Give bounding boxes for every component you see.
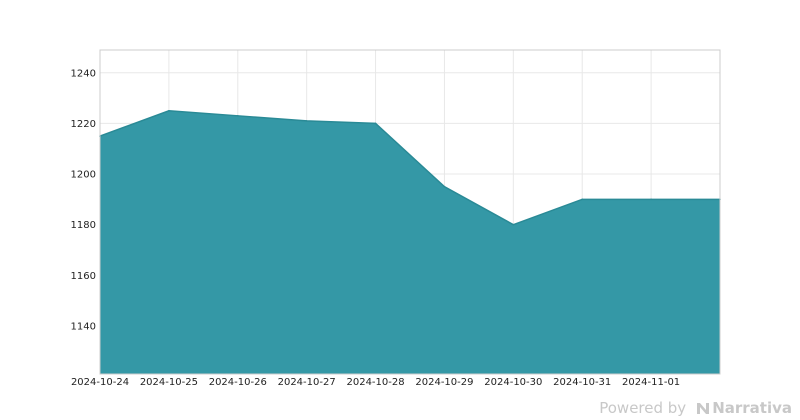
data-point [168, 109, 170, 112]
y-axis-ticks: 1140 1160 1180 1200 1220 1240 [71, 68, 96, 332]
y-tick-label: 1160 [71, 271, 96, 282]
data-area [100, 110, 720, 374]
x-tick-label: 2024-10-27 [278, 377, 336, 388]
brand-name: Narrativa [712, 399, 792, 417]
x-tick-label: 2024-10-31 [553, 377, 611, 388]
y-tick-label: 1220 [71, 119, 96, 130]
data-point [650, 198, 652, 201]
x-tick-label: 2024-10-30 [484, 377, 542, 388]
x-axis-ticks: 2024-10-24 2024-10-25 2024-10-26 2024-10-27… [71, 377, 680, 388]
data-point [236, 115, 239, 117]
data-point [374, 122, 377, 125]
x-tick-label: 2024-10-26 [209, 377, 267, 388]
powered-by-label: Powered by [599, 399, 687, 417]
x-tick-label: 2024-10-25 [140, 377, 198, 388]
brand-logo: Narrativa [696, 399, 792, 417]
y-tick-label: 1140 [71, 321, 96, 332]
y-tick-label: 1200 [71, 170, 96, 181]
watermark: Powered by Narrativa [599, 399, 792, 417]
data-point [305, 120, 308, 122]
narrativa-logo-icon [697, 402, 710, 414]
data-area-layer [99, 109, 721, 374]
data-point [443, 185, 446, 188]
y-tick-label: 1240 [71, 68, 96, 79]
x-tick-label: 2024-10-28 [346, 377, 404, 388]
data-point [512, 223, 515, 226]
x-tick-label: 2024-10-29 [415, 377, 473, 388]
x-tick-label: 2024-11-01 [622, 377, 680, 388]
x-tick-label: 2024-10-24 [71, 377, 129, 388]
y-tick-label: 1180 [71, 220, 96, 231]
data-point [581, 198, 584, 201]
data-line [99, 109, 720, 226]
plot-frame [99, 49, 721, 375]
